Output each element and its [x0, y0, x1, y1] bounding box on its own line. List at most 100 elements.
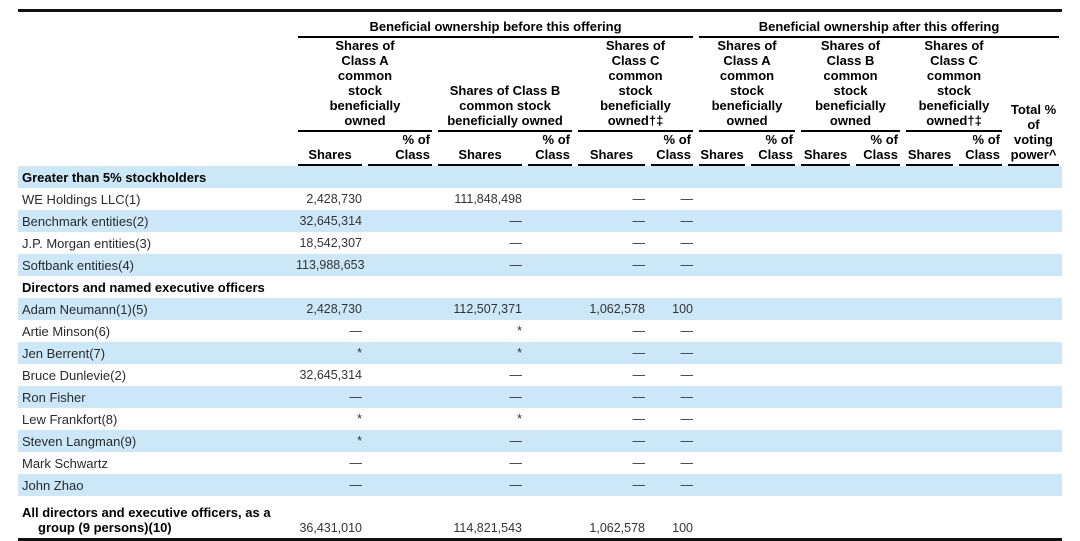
table-row: WE Holdings LLC(1) 2,428,730 111,848,498 — —	[18, 188, 1062, 210]
header-before-class-a-label: Shares of Class A common stock beneficia…	[329, 38, 401, 128]
value-cell	[956, 254, 1005, 276]
value-cell	[525, 474, 575, 496]
value-cell	[798, 342, 853, 364]
header-before-class-c-label: Shares of Class C common stock beneficia…	[600, 38, 671, 128]
value-cell	[853, 298, 903, 320]
spacer-cell	[18, 38, 295, 132]
value-cell	[956, 320, 1005, 342]
header-after-class-b: Shares of Class B common stock beneficia…	[798, 38, 903, 132]
subheader-pct-of-class: % of Class	[648, 132, 696, 166]
value-cell: 112,507,371	[435, 298, 525, 320]
value-cell: —	[575, 430, 648, 452]
value-cell: —	[575, 254, 648, 276]
value-cell: *	[295, 430, 365, 452]
value-cell	[525, 254, 575, 276]
value-cell: *	[295, 342, 365, 364]
value-cell	[365, 364, 435, 386]
value-cell	[365, 474, 435, 496]
value-cell	[1005, 430, 1063, 452]
stockholder-name: Ron Fisher	[18, 386, 295, 408]
value-cell	[525, 364, 575, 386]
value-cell	[853, 254, 903, 276]
value-cell	[853, 408, 903, 430]
value-cell: —	[509, 236, 523, 250]
value-cell	[798, 298, 853, 320]
value-cell	[1005, 408, 1062, 430]
subheader-pct-of-class: % of Class	[853, 132, 903, 166]
value-cell: 1,062,578	[575, 298, 648, 320]
table-row: Mark Schwartz — — — —	[18, 452, 1062, 474]
value-cell: 36,431,010	[299, 521, 362, 535]
value-cell	[798, 364, 853, 386]
stockholder-name: WE Holdings LLC(1)	[22, 191, 141, 207]
stockholder-name: Mark Schwartz	[22, 455, 108, 471]
value-cell: —	[575, 474, 648, 496]
table-row: Benchmark entities(2) 32,645,314— — —	[18, 210, 1063, 232]
section-row: Greater than 5% stockholders	[18, 166, 1063, 188]
spanner-row: Beneficial ownership before this offerin…	[18, 11, 1062, 38]
value-cell	[903, 232, 956, 254]
value-cell	[696, 342, 748, 364]
value-cell: —	[680, 368, 694, 382]
value-cell	[853, 386, 903, 408]
value-cell: —	[575, 210, 648, 232]
value-cell: *	[517, 324, 522, 338]
header-total-voting-power-label: Total % of voting power^	[1010, 102, 1057, 162]
value-cell	[365, 452, 435, 474]
value-cell: 18,542,307	[299, 236, 362, 250]
value-cell	[956, 452, 1005, 474]
value-cell: *	[435, 342, 525, 364]
value-cell: —	[680, 412, 694, 426]
subheader-shares: Shares	[696, 132, 748, 166]
table-body: Greater than 5% stockholders WE Holdings …	[18, 166, 1063, 540]
table-row: Ron Fisher — — — —	[18, 386, 1063, 408]
table-row: Jen Berrent(7) * * — —	[18, 342, 1063, 364]
value-cell: —	[575, 386, 648, 408]
value-cell	[903, 210, 956, 232]
stockholder-name: Bruce Dunlevie(2)	[22, 367, 127, 383]
table-row: Lew Frankfort(8) * * — —	[18, 408, 1062, 430]
value-cell	[696, 298, 748, 320]
subheader-shares: Shares	[798, 132, 853, 166]
value-cell: *	[357, 412, 362, 426]
value-cell	[525, 496, 575, 540]
subheader-pct-of-class: % of Class	[365, 132, 435, 166]
value-cell	[1005, 210, 1063, 232]
spanner-before-offering: Beneficial ownership before this offerin…	[295, 11, 696, 38]
value-cell: 100	[672, 521, 693, 535]
value-cell	[853, 188, 903, 210]
value-cell	[525, 188, 575, 210]
spanner-after-offering: Beneficial ownership after this offering	[696, 11, 1062, 38]
value-cell	[365, 232, 435, 254]
value-cell: 111,848,498	[454, 192, 522, 206]
value-cell	[853, 496, 903, 540]
value-cell	[365, 430, 435, 452]
value-cell	[903, 342, 956, 364]
header-after-class-a: Shares of Class A common stock beneficia…	[696, 38, 798, 132]
stockholder-name: Adam Neumann(1)(5)	[18, 298, 295, 320]
stockholder-name: Steven Langman(9)	[18, 430, 295, 452]
value-cell	[748, 474, 798, 496]
value-cell	[1005, 386, 1063, 408]
header-after-class-c: Shares of Class C common stock beneficia…	[903, 38, 1005, 132]
value-cell	[748, 386, 798, 408]
value-cell	[798, 188, 853, 210]
value-cell: —	[435, 210, 525, 232]
value-cell	[525, 320, 575, 342]
value-cell	[696, 386, 748, 408]
value-cell: 32,645,314	[299, 368, 362, 382]
stockholder-name: Lew Frankfort(8)	[22, 411, 118, 427]
value-cell	[696, 254, 748, 276]
value-cell	[365, 408, 435, 430]
value-cell	[798, 452, 853, 474]
value-cell	[748, 298, 798, 320]
subheader-shares: Shares	[575, 132, 648, 166]
value-cell	[956, 408, 1005, 430]
value-cell	[798, 496, 853, 540]
value-cell	[956, 474, 1005, 496]
value-cell	[525, 408, 575, 430]
value-cell	[525, 210, 575, 232]
beneficial-ownership-page: Beneficial ownership before this offerin…	[0, 9, 1080, 541]
section-label: Greater than 5% stockholders	[18, 166, 1063, 188]
value-cell	[525, 298, 575, 320]
